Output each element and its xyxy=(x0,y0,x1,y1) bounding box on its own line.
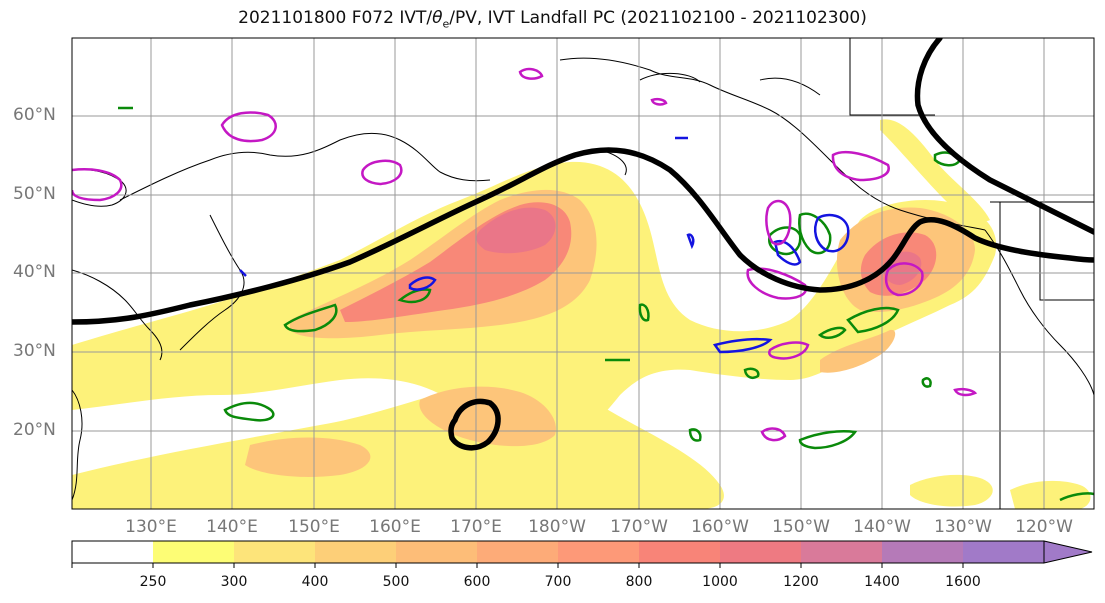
latitude-label: 50°N xyxy=(13,184,56,204)
colorbar-tick-label: 800 xyxy=(625,574,653,590)
latitude-label: 40°N xyxy=(13,262,56,282)
colorbar xyxy=(71,540,1093,568)
longitude-label: 160°E xyxy=(369,517,421,537)
map-panel xyxy=(72,38,1094,509)
colorbar-segment xyxy=(315,541,397,563)
colorbar-tick-label: 500 xyxy=(382,574,410,590)
latitude-label: 30°N xyxy=(13,341,56,361)
longitude-label: 140°W xyxy=(853,517,911,537)
colorbar-segment xyxy=(72,541,154,563)
pc-contours xyxy=(72,38,1094,451)
colorbar-tick-label: 250 xyxy=(139,574,167,590)
boundaries xyxy=(849,38,1094,509)
colorbar-segment xyxy=(639,541,721,563)
colorbar-tick-label: 1000 xyxy=(702,574,738,590)
longitude-label: 130°W xyxy=(934,517,992,537)
longitude-label: 150°W xyxy=(772,517,830,537)
colorbar-segment xyxy=(720,541,802,563)
colorbar-segment xyxy=(882,541,964,563)
latitude-label: 60°N xyxy=(13,105,56,125)
colorbar-tick-label: 400 xyxy=(301,574,329,590)
colorbar-tick-label: 1400 xyxy=(864,574,900,590)
colorbar-segment xyxy=(558,541,640,563)
figure-title: 2021101800 F072 IVT/θe/PV, IVT Landfall … xyxy=(238,8,867,31)
colorbar-extend-arrow xyxy=(1043,540,1093,564)
colorbar-segment xyxy=(234,541,316,563)
theta-e-contours xyxy=(72,67,978,442)
colorbar-tick-label: 600 xyxy=(463,574,491,590)
colorbar-segment xyxy=(801,541,883,563)
longitude-label: 160°W xyxy=(691,517,749,537)
longitude-label: 170°E xyxy=(450,517,502,537)
longitude-label: 150°E xyxy=(288,517,340,537)
colorbar-tick-label: 300 xyxy=(220,574,248,590)
colorbar-segment xyxy=(963,541,1045,563)
longitude-label: 120°W xyxy=(1015,517,1073,537)
longitude-label: 140°E xyxy=(206,517,258,537)
colorbar-tick-label: 1200 xyxy=(783,574,819,590)
colorbar-segment xyxy=(396,541,478,563)
colorbar-tick-label: 700 xyxy=(544,574,572,590)
colorbar-tick-label: 1600 xyxy=(945,574,981,590)
latitude-label: 20°N xyxy=(13,420,56,440)
colorbar-segment xyxy=(477,541,559,563)
longitude-label: 130°E xyxy=(125,517,177,537)
colorbar-segment xyxy=(153,541,235,563)
longitude-label: 170°W xyxy=(610,517,668,537)
map-frame xyxy=(71,37,1095,510)
longitude-label: 180°W xyxy=(528,517,586,537)
